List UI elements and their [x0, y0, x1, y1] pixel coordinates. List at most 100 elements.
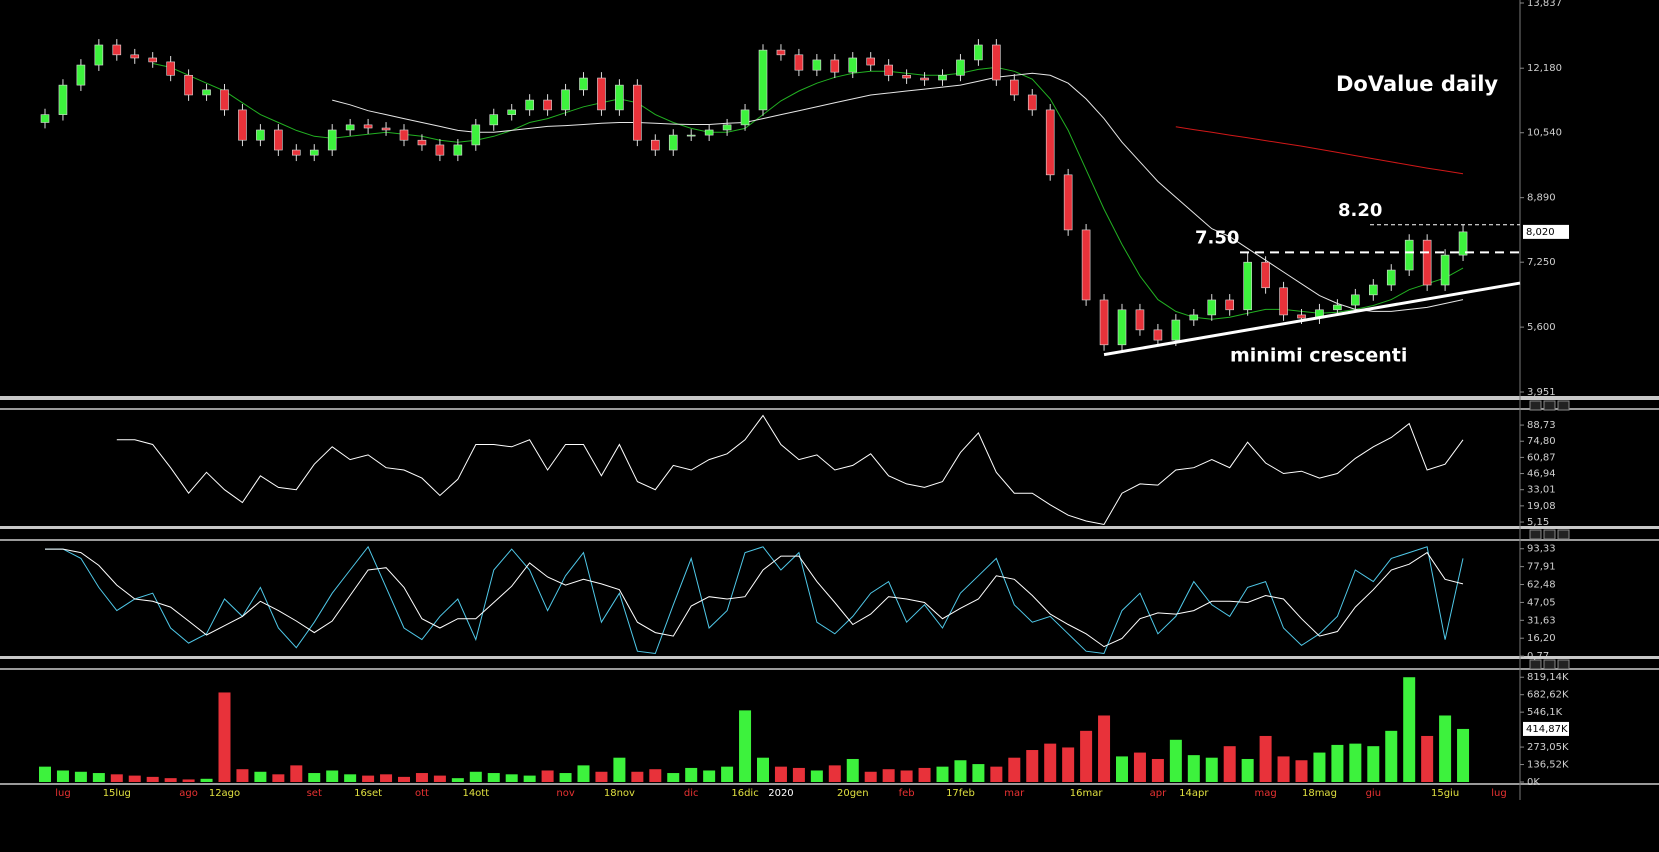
candle-body [94, 44, 104, 66]
volume-bar [595, 771, 608, 782]
y-tick-label: 682,62K [1527, 690, 1569, 701]
button[interactable] [1529, 529, 1542, 540]
volume-bar [74, 771, 87, 782]
volume-bar [1403, 677, 1416, 782]
candle-body [866, 57, 876, 66]
button[interactable] [1557, 659, 1570, 670]
volume-bar [146, 776, 159, 782]
y-tick-label: 273,05K [1527, 742, 1569, 753]
button[interactable] [1529, 659, 1542, 670]
candle-body [543, 99, 552, 111]
button[interactable] [1529, 400, 1542, 411]
indicator-line [116, 414, 1464, 526]
candle-body [166, 61, 175, 76]
candle-body [1153, 329, 1163, 341]
button[interactable] [1543, 529, 1556, 540]
volume-bar [182, 779, 195, 782]
x-tick-label: ago [179, 788, 198, 799]
candle-body [1386, 269, 1396, 286]
x-tick-label: lug [1491, 788, 1506, 799]
x-tick-label: 17feb [946, 788, 975, 799]
candle-body [525, 99, 534, 111]
trend-label: minimi crescenti [1230, 345, 1407, 367]
volume-bar [1349, 743, 1362, 782]
trend-line [1103, 281, 1521, 357]
candle-body [363, 124, 373, 129]
volume-bar [631, 771, 644, 782]
candle-body [1081, 229, 1091, 301]
candle-body [722, 124, 732, 131]
y-tick-label: 12,180 [1527, 63, 1562, 74]
x-tick-label: 18mag [1302, 788, 1337, 799]
y-tick-label: 77,91 [1527, 562, 1556, 573]
button[interactable] [1557, 400, 1570, 411]
candle-body [1440, 254, 1450, 286]
y-tick-label: 819,14K [1527, 672, 1569, 683]
volume-bar [433, 775, 446, 782]
volume-bar [667, 773, 680, 782]
candle-body [1297, 314, 1306, 319]
volume-bar [685, 767, 698, 782]
y-tick-label: 46,94 [1527, 469, 1556, 480]
volume-bar [792, 767, 805, 782]
volume-bar [972, 764, 985, 782]
volume-bar [613, 757, 626, 782]
candle-body [40, 114, 50, 123]
volume-bar [918, 767, 931, 782]
indicator-line [45, 548, 1464, 648]
candle-body [579, 77, 588, 91]
volume-bar [1367, 746, 1380, 782]
button[interactable] [1543, 659, 1556, 670]
candle-body [740, 109, 750, 126]
y-tick-label: 16,20 [1527, 633, 1556, 644]
y-tick-label: 74,80 [1527, 436, 1556, 447]
candle-body [1027, 94, 1037, 111]
volume-bar [757, 757, 769, 782]
x-tick-label: dic [684, 788, 699, 799]
volume-bar [451, 778, 464, 782]
x-tick-label: ott [415, 788, 429, 799]
button[interactable] [1543, 400, 1556, 411]
moving-average [152, 63, 1464, 320]
x-tick-label: nov [556, 788, 574, 799]
x-tick-label: apr [1150, 788, 1167, 799]
candle-body [1243, 261, 1252, 311]
candle-body [561, 89, 570, 111]
y-tick-label: 0,77 [1527, 651, 1549, 662]
button[interactable] [1557, 529, 1570, 540]
y-tick-label: 31,63 [1527, 615, 1556, 626]
volume-bar [774, 766, 787, 782]
indicator-line [45, 545, 1464, 655]
x-tick-label: feb [899, 788, 915, 799]
volume-bar [1385, 730, 1398, 782]
candle-body [435, 144, 445, 156]
candle-body [1099, 299, 1109, 346]
volume-bar [1187, 755, 1200, 782]
panel-buttons [1529, 400, 1570, 670]
y-tick-label: 13,837 [1527, 0, 1562, 9]
x-tick-label: 16mar [1070, 788, 1104, 799]
x-tick-label: 16set [354, 788, 382, 799]
volume-bar [864, 771, 877, 782]
candle-body [956, 59, 965, 76]
x-tick-label: mag [1254, 788, 1276, 799]
volume-bar [290, 765, 303, 782]
candle-body [974, 44, 983, 61]
y-tick-label: 10,540 [1527, 128, 1562, 139]
candle-body [1351, 294, 1360, 306]
candle-body [992, 44, 1001, 81]
volume-bar [1080, 730, 1093, 782]
candle-body [812, 59, 822, 71]
candle-body [794, 54, 804, 71]
volume-bar [721, 766, 734, 782]
x-tick-label: 20gen [837, 788, 869, 799]
volume-bar [344, 774, 357, 782]
candle-body [1458, 231, 1468, 256]
panel-divider [0, 526, 1659, 529]
candle-body [776, 49, 786, 56]
panel-divider [0, 656, 1659, 659]
chart-title: DoValue daily [1336, 72, 1498, 96]
candle-body [758, 49, 768, 111]
volume-bar [1062, 747, 1075, 782]
volume-bar [200, 778, 213, 782]
